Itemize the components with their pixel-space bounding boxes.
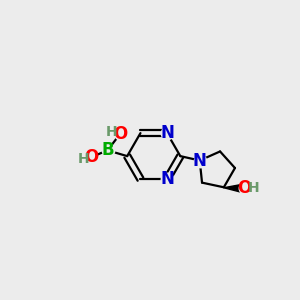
Text: N: N xyxy=(160,170,174,188)
Text: O: O xyxy=(113,125,127,143)
Text: N: N xyxy=(160,124,174,142)
Text: B: B xyxy=(101,141,114,159)
Text: O: O xyxy=(238,179,252,197)
Text: H: H xyxy=(248,182,259,195)
Text: N: N xyxy=(193,152,207,169)
Text: H: H xyxy=(106,125,117,139)
Text: O: O xyxy=(84,148,98,166)
Text: H: H xyxy=(78,152,89,166)
Polygon shape xyxy=(224,184,245,193)
